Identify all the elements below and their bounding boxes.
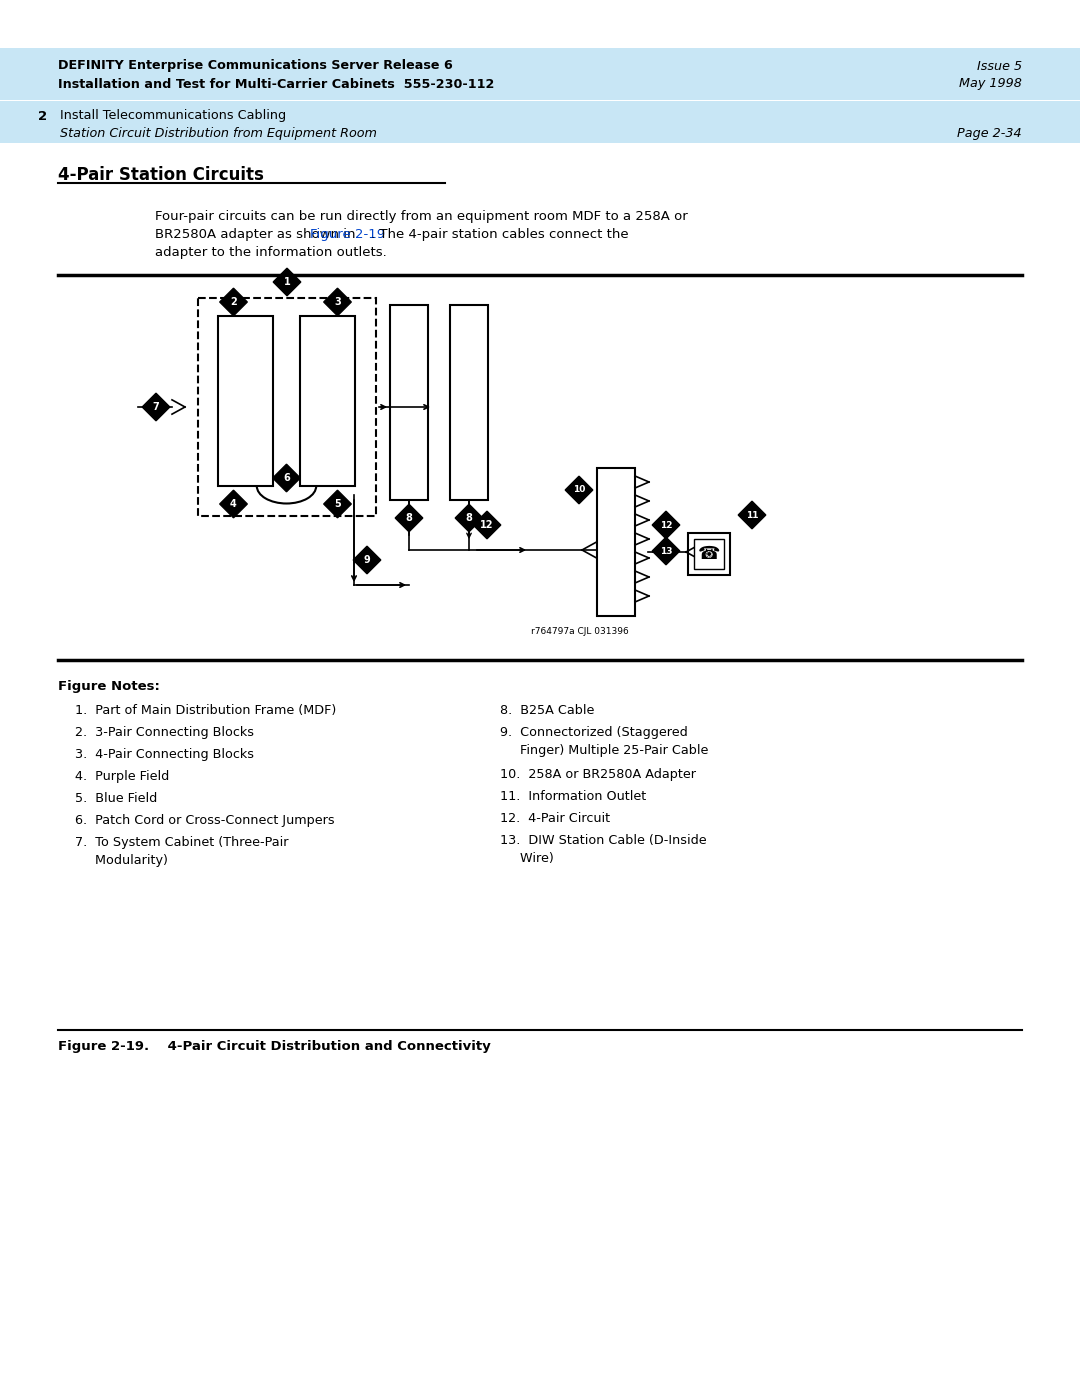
Text: Four-pair circuits can be run directly from an equipment room MDF to a 258A or: Four-pair circuits can be run directly f… — [156, 210, 688, 224]
Text: Install Telecommunications Cabling: Install Telecommunications Cabling — [60, 109, 286, 123]
Text: BR2580A adapter as shown in: BR2580A adapter as shown in — [156, 228, 360, 242]
Text: 2: 2 — [38, 109, 48, 123]
Text: Finger) Multiple 25-Pair Cable: Finger) Multiple 25-Pair Cable — [500, 745, 708, 757]
Polygon shape — [565, 476, 593, 504]
Polygon shape — [219, 288, 247, 316]
Text: Issue 5: Issue 5 — [977, 60, 1022, 73]
Text: 3.  4-Pair Connecting Blocks: 3. 4-Pair Connecting Blocks — [75, 747, 254, 761]
Text: DEFINITY Enterprise Communications Server Release 6: DEFINITY Enterprise Communications Serve… — [58, 60, 453, 73]
Text: 9.  Connectorized (Staggered: 9. Connectorized (Staggered — [500, 726, 688, 739]
Text: r764797a CJL 031396: r764797a CJL 031396 — [531, 627, 629, 637]
Polygon shape — [324, 288, 351, 316]
Text: 13: 13 — [660, 546, 672, 556]
Bar — [0, 47, 1080, 101]
Bar — [198, 298, 376, 515]
Bar — [300, 316, 355, 486]
Text: Wire): Wire) — [500, 852, 554, 865]
Text: 7.  To System Cabinet (Three-Pair: 7. To System Cabinet (Three-Pair — [75, 835, 288, 849]
Polygon shape — [219, 490, 247, 518]
Text: 7: 7 — [152, 402, 160, 412]
Text: Page 2-34: Page 2-34 — [957, 127, 1022, 140]
Text: 8: 8 — [406, 513, 413, 522]
Text: 2: 2 — [230, 298, 237, 307]
Text: 1.  Part of Main Distribution Frame (MDF): 1. Part of Main Distribution Frame (MDF) — [75, 704, 336, 717]
Text: 8.  B25A Cable: 8. B25A Cable — [500, 704, 594, 717]
Polygon shape — [324, 490, 351, 518]
Bar — [688, 534, 730, 576]
Polygon shape — [652, 538, 679, 564]
Polygon shape — [473, 511, 501, 539]
Text: adapter to the information outlets.: adapter to the information outlets. — [156, 246, 387, 258]
Text: May 1998: May 1998 — [959, 77, 1022, 91]
Polygon shape — [739, 502, 766, 529]
Text: 3: 3 — [334, 298, 341, 307]
Text: 5: 5 — [334, 499, 341, 509]
Text: 6.  Patch Cord or Cross-Connect Jumpers: 6. Patch Cord or Cross-Connect Jumpers — [75, 814, 335, 827]
Bar — [0, 101, 1080, 142]
Text: ☎: ☎ — [698, 545, 720, 563]
Text: 4.  Purple Field: 4. Purple Field — [75, 770, 170, 782]
Text: 4-Pair Station Circuits: 4-Pair Station Circuits — [58, 166, 264, 184]
Polygon shape — [455, 504, 483, 532]
Text: Modularity): Modularity) — [75, 854, 167, 868]
Polygon shape — [395, 504, 422, 532]
Polygon shape — [353, 546, 381, 574]
Text: 5.  Blue Field: 5. Blue Field — [75, 792, 158, 805]
Text: 13.  DIW Station Cable (D-Inside: 13. DIW Station Cable (D-Inside — [500, 834, 706, 847]
Text: 11: 11 — [746, 510, 758, 520]
Bar — [597, 468, 635, 616]
Text: Station Circuit Distribution from Equipment Room: Station Circuit Distribution from Equipm… — [60, 127, 377, 140]
Bar — [694, 539, 724, 569]
Text: 12.  4-Pair Circuit: 12. 4-Pair Circuit — [500, 812, 610, 826]
Bar — [390, 305, 428, 500]
Text: 1: 1 — [284, 277, 291, 286]
Text: 2.  3-Pair Connecting Blocks: 2. 3-Pair Connecting Blocks — [75, 726, 254, 739]
Text: Figure 2-19: Figure 2-19 — [310, 228, 386, 242]
Text: 4: 4 — [230, 499, 237, 509]
Text: 11.  Information Outlet: 11. Information Outlet — [500, 789, 646, 803]
Text: 12: 12 — [660, 521, 672, 529]
Polygon shape — [143, 393, 170, 420]
Text: 8: 8 — [465, 513, 472, 522]
Text: 10.  258A or BR2580A Adapter: 10. 258A or BR2580A Adapter — [500, 768, 696, 781]
Text: . The 4-pair station cables connect the: . The 4-pair station cables connect the — [372, 228, 629, 242]
Polygon shape — [652, 511, 679, 539]
Text: 9: 9 — [364, 555, 370, 564]
Polygon shape — [272, 464, 300, 492]
Text: Figure Notes:: Figure Notes: — [58, 680, 160, 693]
Text: 10: 10 — [572, 486, 585, 495]
Text: 6: 6 — [283, 474, 289, 483]
Bar — [218, 316, 273, 486]
Text: Installation and Test for Multi-Carrier Cabinets  555-230-112: Installation and Test for Multi-Carrier … — [58, 77, 495, 91]
Text: Figure 2-19.    4-Pair Circuit Distribution and Connectivity: Figure 2-19. 4-Pair Circuit Distribution… — [58, 1039, 490, 1053]
Polygon shape — [273, 268, 301, 296]
Text: 12: 12 — [481, 520, 494, 529]
Bar — [450, 305, 488, 500]
